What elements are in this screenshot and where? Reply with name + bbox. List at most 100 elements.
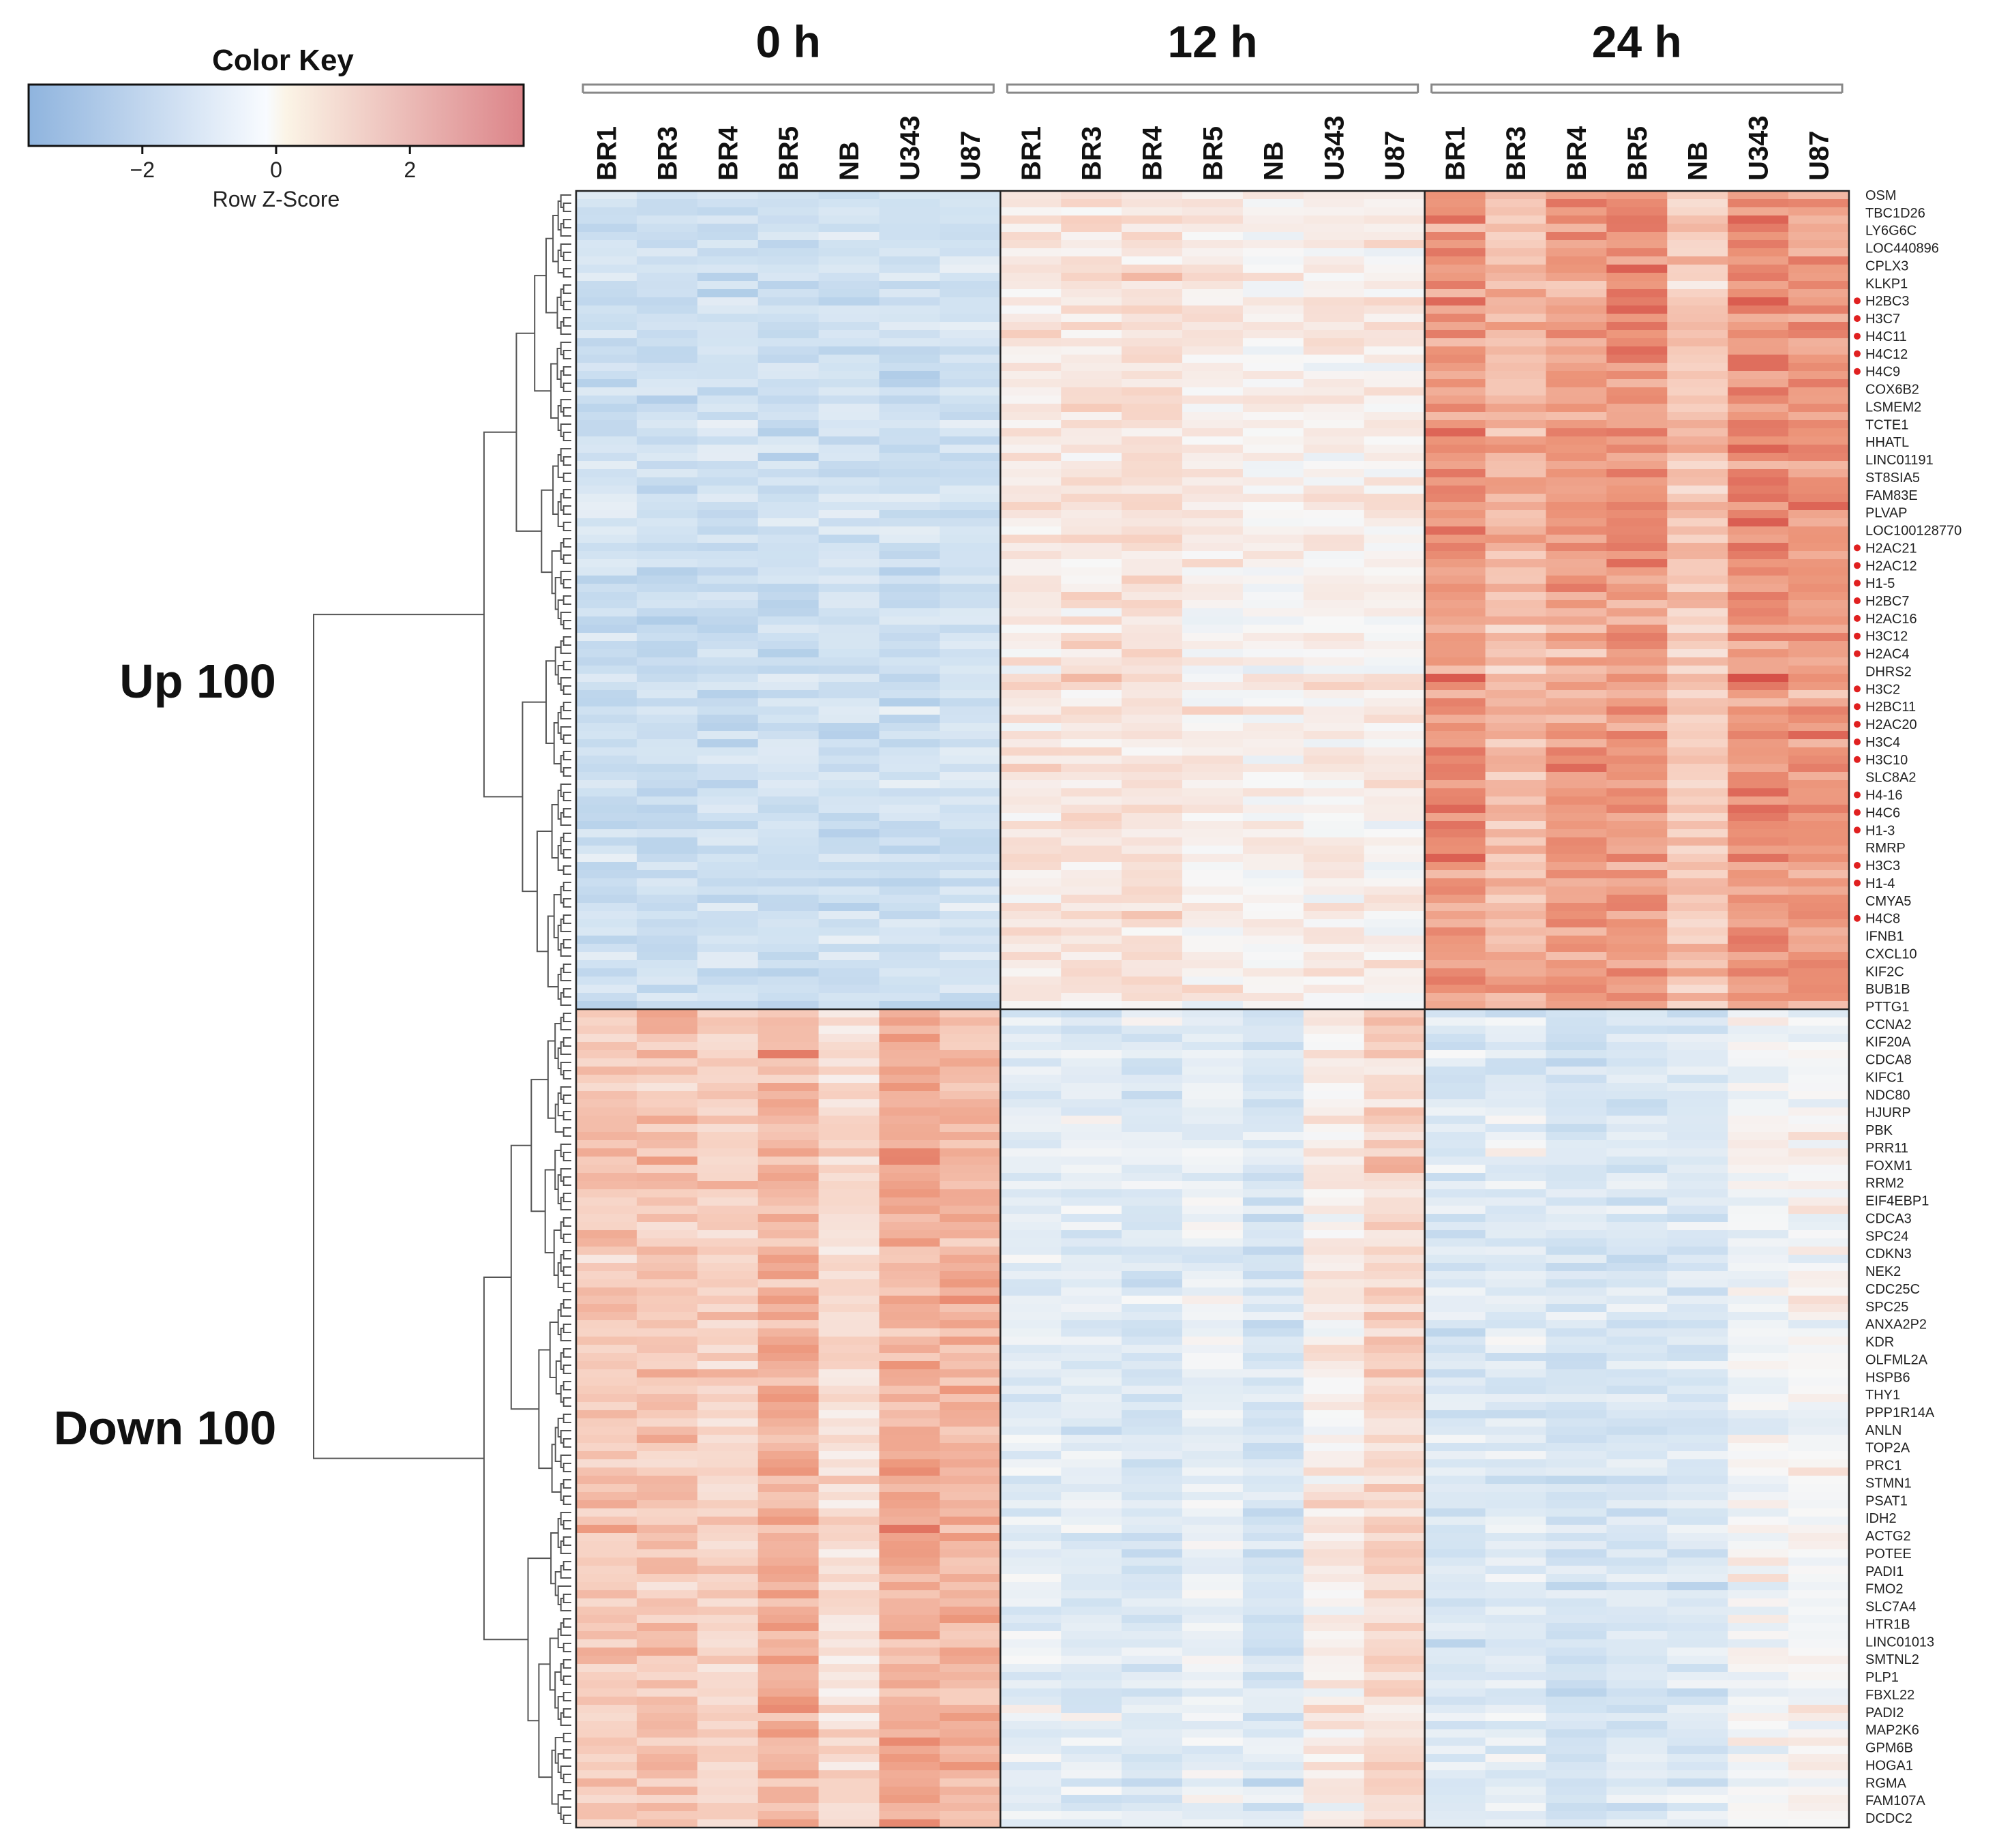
heatmap-cell [818, 1508, 880, 1517]
heatmap-cell [576, 379, 637, 388]
histone-marker-dot [1854, 862, 1861, 869]
heatmap-cell [940, 1697, 1001, 1705]
heatmap-cell [697, 968, 759, 977]
heatmap-cell [636, 805, 698, 814]
heatmap-cell [1242, 903, 1304, 912]
heatmap-cell [636, 911, 698, 920]
heatmap-cell [1182, 1525, 1244, 1534]
heatmap-cell [1364, 199, 1426, 208]
heatmap-cell [1728, 1009, 1789, 1018]
heatmap-cell [1728, 1787, 1789, 1795]
heatmap-cell [1061, 477, 1122, 486]
heatmap-cell [1122, 1508, 1183, 1517]
heatmap-cell [697, 846, 759, 854]
heatmap-cell [757, 371, 820, 380]
heatmap-cell [1303, 1787, 1365, 1795]
heatmap-cell [1424, 796, 1486, 805]
heatmap-cell [1303, 1091, 1365, 1100]
heatmap-cell [879, 698, 941, 707]
heatmap-cell [1485, 576, 1547, 584]
heatmap-cell [1242, 1197, 1304, 1206]
heatmap-cell [1000, 404, 1062, 413]
heatmap-cell [940, 1811, 1001, 1820]
heatmap-cell [940, 404, 1001, 413]
heatmap-cell [1364, 772, 1426, 781]
heatmap-cell [1122, 248, 1183, 257]
heatmap-cell [1242, 1631, 1304, 1640]
heatmap-cell [1122, 469, 1183, 478]
heatmap-cell [879, 510, 941, 519]
heatmap-cell [818, 1230, 880, 1239]
heatmap-cell [1364, 1754, 1426, 1763]
heatmap-cell [1303, 486, 1365, 494]
heatmap-cell [1788, 870, 1850, 879]
heatmap-cell [1182, 690, 1244, 699]
heatmap-cell [757, 1001, 820, 1010]
heatmap-cell [636, 1435, 698, 1444]
heatmap-cell [1728, 919, 1789, 928]
heatmap-cell [1122, 526, 1183, 535]
heatmap-cell [1122, 1746, 1183, 1755]
heatmap-cell [1364, 1075, 1426, 1084]
heatmap-cell [1546, 600, 1607, 609]
heatmap-cell [576, 314, 637, 323]
heatmap-cell [1122, 1787, 1183, 1795]
heatmap-cell [1667, 927, 1728, 936]
heatmap-cell [757, 346, 820, 355]
heatmap-cell [1000, 1746, 1062, 1755]
heatmap-cell [576, 1304, 637, 1313]
heatmap-cell [576, 543, 637, 552]
heatmap-cell [757, 1312, 820, 1321]
heatmap-cell [1424, 625, 1486, 634]
heatmap-cell [1606, 1795, 1668, 1804]
heatmap-cell [1485, 1026, 1547, 1034]
heatmap-cell [1485, 371, 1547, 380]
heatmap-cell [1485, 584, 1547, 593]
dendrogram-branch [562, 1536, 567, 1546]
heatmap-cell [636, 682, 698, 691]
heatmap-cell [1364, 1140, 1426, 1149]
heatmap-cell [879, 993, 941, 1002]
gene-label: H2BC3 [1865, 294, 1909, 309]
heatmap-cell [1061, 886, 1122, 895]
heatmap-cell [1606, 1623, 1668, 1632]
dendrogram-branch [562, 350, 567, 359]
heatmap-cell [697, 1377, 759, 1386]
gene-label: H1-4 [1865, 876, 1895, 891]
heatmap-cell [1364, 690, 1426, 699]
sample-label: U343 [895, 115, 925, 181]
heatmap-cell [1303, 1533, 1365, 1542]
heatmap-cell [1485, 829, 1547, 838]
heatmap-cell [1728, 1533, 1789, 1542]
dendrogram-branch [562, 1324, 567, 1333]
heatmap-cell [1546, 240, 1607, 249]
heatmap-cell [757, 584, 820, 593]
heatmap-cell [757, 1574, 820, 1583]
heatmap-cell [1667, 1418, 1728, 1427]
heatmap-cell [1061, 1566, 1122, 1575]
heatmap-cell [1788, 1582, 1850, 1591]
heatmap-cell [697, 1656, 759, 1665]
heatmap-cell [636, 723, 698, 732]
heatmap-cell [1728, 240, 1789, 249]
heatmap-cell [1424, 821, 1486, 830]
heatmap-cell [1242, 453, 1304, 462]
heatmap-cell [697, 502, 759, 511]
heatmap-cell [697, 1009, 759, 1018]
heatmap-cell [1424, 1648, 1486, 1656]
heatmap-cell [757, 1443, 820, 1452]
heatmap-cell [1788, 854, 1850, 863]
heatmap-cell [1303, 886, 1365, 895]
heatmap-cell [1546, 1795, 1607, 1804]
heatmap-cell [576, 1189, 637, 1198]
heatmap-cell [1424, 911, 1486, 920]
heatmap-cell [1122, 1206, 1183, 1214]
heatmap-cell [818, 1418, 880, 1427]
heatmap-cell [757, 191, 820, 200]
heatmap-cell [1364, 1050, 1426, 1059]
heatmap-cell [1000, 1598, 1062, 1607]
heatmap-cell [1000, 1778, 1062, 1787]
heatmap-cell [1242, 273, 1304, 282]
heatmap-cell [1667, 494, 1728, 503]
heatmap-cell [1182, 1173, 1244, 1182]
